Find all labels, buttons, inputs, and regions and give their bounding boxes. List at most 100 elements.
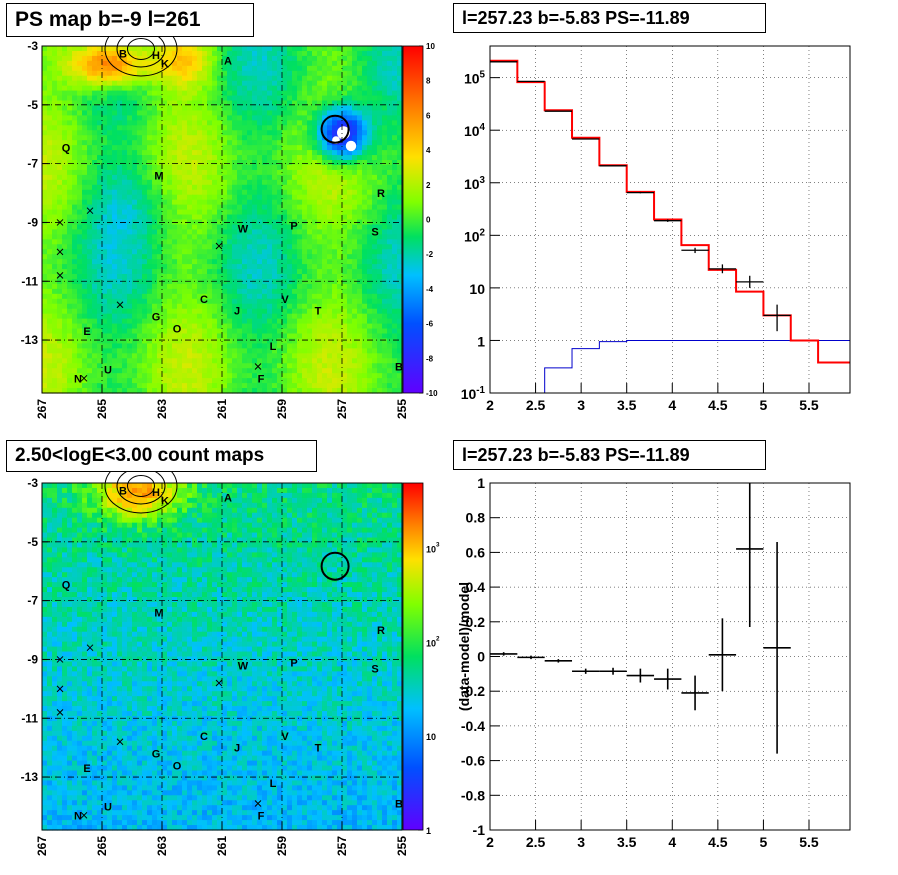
map-cell [382,328,388,335]
map-cell [217,239,223,245]
map-cell [257,60,263,67]
map-cell [357,373,363,379]
map-cell [182,308,188,315]
map-cell [82,293,88,300]
map-cell [187,363,193,369]
map-cell [367,323,373,330]
map-cell [262,363,268,369]
map-cell [307,194,313,201]
map-cell [247,164,253,171]
map-cell [317,363,323,369]
map-cell [197,80,203,87]
map-cell [382,353,388,359]
map-cell [307,318,313,325]
map-cell [277,338,283,345]
map-cell [227,194,233,201]
map-cell [177,189,183,196]
map-cell [392,95,398,102]
map-cell [247,328,253,335]
map-cell [272,46,278,52]
map-cell [362,229,368,235]
map-cell [167,373,173,379]
map-cell [312,65,318,72]
map-cell [62,100,68,107]
map-cell [142,278,148,285]
map-cell [242,313,248,320]
map-cell [357,90,363,97]
map-cell [267,135,273,141]
map-cell [297,130,303,136]
map-cell [227,323,233,330]
map-cell [192,288,198,295]
map-cell [162,50,168,57]
map-cell [292,358,298,364]
map-cell [337,169,343,176]
map-cell [297,343,303,349]
map-cell [117,313,123,320]
map-cell [392,343,398,349]
map-cell [392,378,398,384]
map-cell [67,70,73,77]
map-cell [47,199,53,206]
map-cell [377,239,383,245]
map-cell [342,269,348,275]
map-cell [302,50,308,57]
map-cell [387,333,393,340]
map-cell [102,214,108,221]
map-cell [77,105,83,112]
map-cell [247,358,253,364]
map-cell [237,303,243,310]
map-cell [187,274,193,280]
map-cell [132,378,138,384]
map-cell [267,169,273,176]
map-cell [192,155,198,161]
map-cell [157,115,163,121]
map-cell [142,90,148,97]
map-cell [232,189,238,196]
map-cell [137,383,143,389]
map-cell [322,70,328,77]
map-cell [232,363,238,369]
map-cell [152,80,158,87]
map-cell [187,239,193,245]
map-cell [362,75,368,82]
map-cell [337,303,343,310]
map-cell [292,278,298,285]
map-cell [142,348,148,354]
map-cell [142,378,148,384]
map-cell [182,214,188,221]
map-cell [297,298,303,305]
map-cell [52,145,58,151]
map-cell [87,388,93,394]
map-cell [242,184,248,191]
map-cell [317,50,323,57]
map-cell [122,194,128,201]
map-cell [327,194,333,201]
map-cell [142,254,148,260]
map-cell [257,189,263,196]
map-cell [97,229,103,235]
map-cell [167,234,173,240]
map-cell [357,244,363,250]
map-cell [317,264,323,270]
map-cell [172,169,178,176]
map-cell [242,174,248,181]
map-cell [57,318,63,325]
map-cell [107,125,113,131]
map-cell [337,55,343,62]
map-cell [42,55,48,62]
map-cell [62,323,68,330]
map-cell [182,343,188,349]
map-cell [102,239,108,245]
map-cell [122,224,128,231]
map-cell [287,105,293,112]
map-cell [157,189,163,196]
map-cell [192,214,198,221]
map-cell [182,164,188,171]
map-cell [347,298,353,305]
map-cell [247,100,253,107]
map-cell [357,323,363,330]
map-cell [302,60,308,67]
map-cell [132,234,138,240]
map-cell [207,249,213,255]
